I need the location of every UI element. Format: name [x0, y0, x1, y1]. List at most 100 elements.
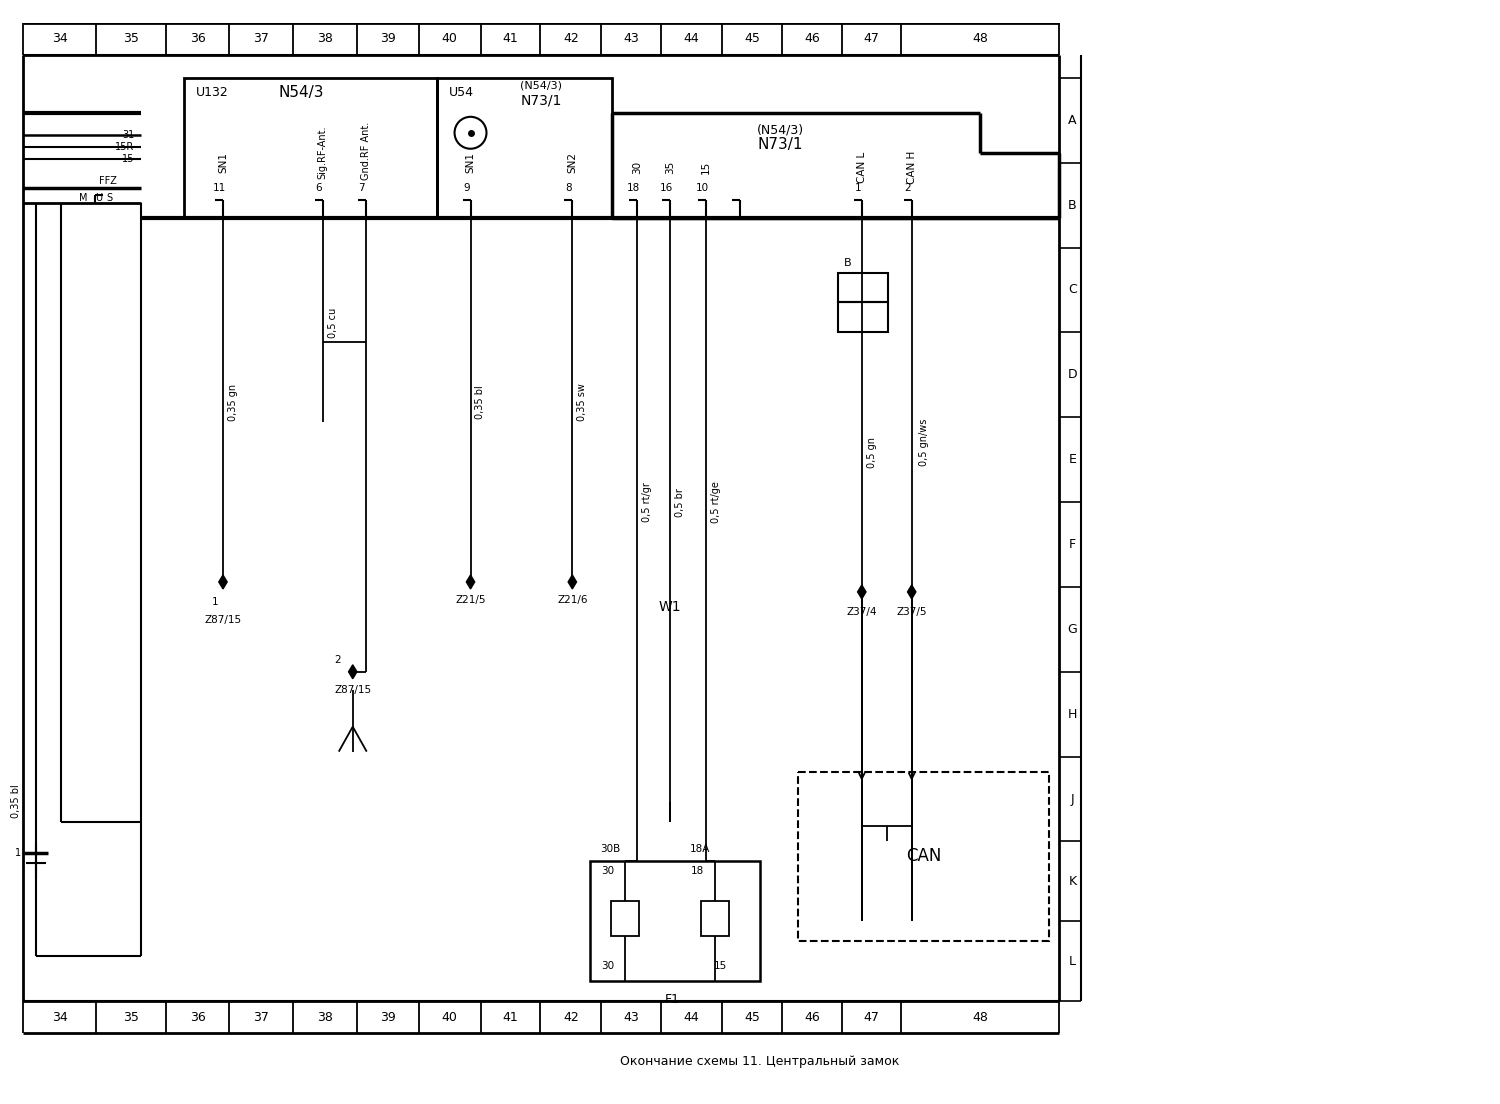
Text: Z87/15: Z87/15 [204, 615, 242, 625]
Text: A: A [1068, 114, 1077, 127]
Text: W1: W1 [658, 599, 681, 614]
Text: Gnd.RF Ant.: Gnd.RF Ant. [360, 121, 370, 180]
Text: 15: 15 [700, 161, 711, 174]
Text: B: B [844, 257, 852, 267]
Text: 1: 1 [15, 849, 21, 859]
Bar [591, 861, 760, 981]
Text: CAN L: CAN L [856, 152, 867, 183]
Text: 15: 15 [714, 962, 726, 972]
Bar [612, 901, 639, 936]
Polygon shape [348, 665, 357, 679]
Text: 36: 36 [189, 1010, 206, 1023]
Text: 18A: 18A [690, 845, 711, 854]
Text: 15R: 15R [116, 141, 134, 151]
Text: 0,5 rt/ge: 0,5 rt/ge [711, 481, 722, 523]
Text: 42: 42 [562, 32, 579, 45]
Text: Окончание схемы 11. Центральный замок: Окончание схемы 11. Центральный замок [621, 1054, 900, 1068]
Text: N73/1: N73/1 [758, 137, 802, 152]
Text: G: G [1068, 623, 1077, 636]
Text: 0,5 gn: 0,5 gn [867, 437, 877, 468]
Text: 44: 44 [684, 32, 699, 45]
Text: 8: 8 [566, 182, 572, 193]
Text: B: B [1068, 199, 1077, 212]
Text: U132: U132 [196, 86, 230, 99]
Text: N54/3: N54/3 [278, 85, 324, 100]
Text: 18: 18 [627, 182, 640, 193]
Text: 30: 30 [632, 161, 642, 174]
Text: 0,35 bl: 0,35 bl [476, 385, 486, 420]
Text: D: D [1068, 369, 1077, 381]
Text: 1: 1 [855, 182, 861, 193]
Polygon shape [858, 585, 865, 598]
Text: 15: 15 [122, 153, 134, 163]
Text: 47: 47 [864, 1010, 879, 1023]
Text: 39: 39 [380, 32, 396, 45]
Text: 30: 30 [600, 867, 613, 877]
Text: 36: 36 [189, 32, 206, 45]
Text: SN1: SN1 [217, 152, 228, 173]
Text: 0,35 gn: 0,35 gn [228, 384, 238, 421]
Text: 40: 40 [441, 1010, 458, 1023]
Bar [839, 273, 888, 302]
Text: 0,35 bl: 0,35 bl [12, 785, 21, 818]
Text: 47: 47 [864, 32, 879, 45]
Text: 45: 45 [744, 1010, 760, 1023]
Bar [436, 78, 612, 217]
Text: 46: 46 [804, 32, 820, 45]
Text: U54: U54 [448, 86, 474, 99]
Polygon shape [568, 575, 576, 588]
Text: 10: 10 [696, 182, 708, 193]
Polygon shape [219, 575, 226, 588]
Text: 42: 42 [562, 1010, 579, 1023]
Text: 30B: 30B [600, 845, 621, 854]
Text: 7: 7 [358, 182, 364, 193]
Bar [839, 302, 888, 332]
Text: 35: 35 [664, 161, 675, 174]
Text: 6: 6 [315, 182, 322, 193]
Text: FFZ: FFZ [99, 176, 117, 185]
Text: (N54/3): (N54/3) [756, 124, 804, 136]
Text: Sig.RF-Ant.: Sig.RF-Ant. [318, 126, 328, 180]
Text: 37: 37 [254, 32, 268, 45]
Text: 0,5 br: 0,5 br [675, 488, 686, 517]
Text: H: H [1068, 708, 1077, 721]
Text: 39: 39 [380, 1010, 396, 1023]
Text: 0,5 gn/ws: 0,5 gn/ws [918, 418, 928, 466]
Polygon shape [466, 575, 474, 588]
Text: N73/1: N73/1 [520, 94, 562, 108]
Text: Z21/5: Z21/5 [456, 595, 486, 605]
Bar [798, 772, 1050, 942]
Bar [700, 901, 729, 936]
Text: Z37/5: Z37/5 [897, 607, 927, 617]
Text: 46: 46 [804, 1010, 820, 1023]
Text: 43: 43 [624, 1010, 639, 1023]
Text: Z87/15: Z87/15 [334, 684, 372, 694]
Text: 31: 31 [122, 130, 134, 140]
Text: 2: 2 [904, 182, 910, 193]
Text: 16: 16 [660, 182, 674, 193]
Text: 35: 35 [123, 32, 140, 45]
Text: CAN H: CAN H [906, 151, 916, 184]
Text: 38: 38 [316, 32, 333, 45]
Text: S: S [106, 193, 112, 203]
Text: 1: 1 [211, 597, 217, 607]
Text: 2: 2 [334, 655, 340, 665]
Text: (N54/3): (N54/3) [520, 81, 562, 91]
Text: 11: 11 [213, 182, 225, 193]
Text: 30: 30 [600, 962, 613, 972]
Text: 9: 9 [464, 182, 470, 193]
Text: 48: 48 [972, 32, 988, 45]
Text: 34: 34 [53, 32, 68, 45]
Text: CAN: CAN [906, 848, 942, 866]
Text: 41: 41 [503, 32, 519, 45]
Text: E: E [1068, 453, 1077, 466]
Text: F: F [1070, 538, 1076, 551]
Text: K: K [1068, 874, 1077, 888]
Bar [184, 78, 436, 217]
Text: 43: 43 [624, 32, 639, 45]
Text: SN1: SN1 [465, 152, 476, 173]
Text: F1: F1 [664, 992, 680, 1006]
Text: Z21/6: Z21/6 [556, 595, 588, 605]
Text: J: J [1071, 793, 1074, 806]
Text: 0,5 rt/gr: 0,5 rt/gr [642, 482, 652, 522]
